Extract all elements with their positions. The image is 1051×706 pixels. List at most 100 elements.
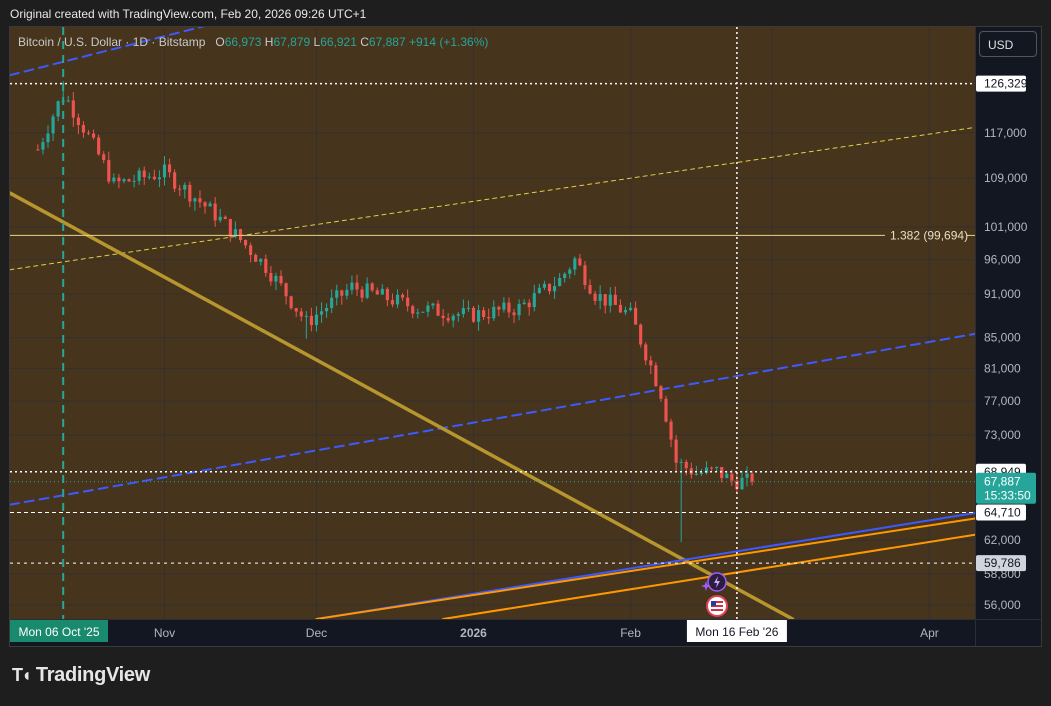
candle-body: [735, 480, 739, 490]
candle-body: [380, 288, 384, 295]
lightning-event-icon[interactable]: [707, 572, 727, 592]
candle-body: [56, 101, 60, 117]
candle-body: [218, 216, 222, 221]
sparkle-icon: [701, 581, 711, 591]
candle-body: [730, 473, 734, 481]
candle-body: [340, 290, 344, 296]
event-icons: [701, 572, 728, 617]
candle-body: [725, 473, 729, 479]
candle-body: [157, 177, 162, 180]
candle-body: [360, 289, 364, 298]
candle-body: [76, 117, 80, 126]
candle-body: [411, 306, 415, 314]
candle-body: [699, 472, 704, 474]
candle-body: [92, 133, 96, 138]
tradingview-logo[interactable]: T◖ TradingView: [12, 664, 150, 687]
candle-body: [406, 297, 410, 307]
candle-body: [385, 288, 389, 301]
price-label-bg: [976, 504, 1026, 521]
close-label: C: [360, 35, 369, 49]
candle-body: [335, 290, 339, 298]
candle-body: [456, 314, 460, 316]
ohlc-legend: Bitcoin / U.S. Dollar · 1D · Bitstamp O6…: [18, 35, 488, 49]
candle-body: [395, 294, 400, 305]
candle-body: [203, 202, 207, 207]
candle-body: [370, 283, 374, 291]
candle-body: [482, 310, 486, 318]
candle-body: [507, 302, 511, 313]
chart-frame[interactable]: 1.382 (99,694) 117,000 109,000 101,000 96,0…: [9, 26, 1042, 647]
price-label: 126,329: [984, 77, 1028, 91]
candle-body: [350, 282, 354, 290]
candle-body: [213, 203, 217, 221]
candle-body: [390, 300, 395, 305]
candle-body: [325, 307, 329, 312]
candle-body: [416, 312, 420, 314]
price-chart[interactable]: 1.382 (99,694) 117,000 109,000 101,000 96,0…: [10, 27, 1041, 646]
candle-body: [152, 176, 156, 180]
candle-body: [137, 170, 141, 181]
candle-body: [188, 184, 192, 202]
candle-body: [178, 188, 182, 190]
highlight-date-tag-bg: [10, 620, 108, 642]
candle-body: [639, 324, 643, 345]
candle-body: [345, 289, 349, 296]
candle-body: [330, 297, 334, 308]
tradingview-mark-icon: T◖: [12, 665, 32, 685]
candle-body: [117, 177, 121, 182]
candle-body: [471, 307, 476, 322]
candle-body: [532, 293, 536, 308]
currency-button[interactable]: USD: [979, 31, 1037, 57]
highlight-zone: [10, 27, 975, 619]
candle-body: [674, 439, 678, 463]
price-label-bg: [976, 75, 1026, 92]
symbol-label[interactable]: Bitcoin / U.S. Dollar · 1D · Bitstamp: [18, 35, 206, 49]
candle-body: [51, 116, 55, 134]
candle-body: [81, 125, 86, 133]
time-tick-label: Apr: [920, 626, 939, 640]
us-flag-event-icon[interactable]: [706, 595, 728, 617]
high-label: H: [264, 35, 274, 49]
candle-body: [669, 421, 673, 440]
candle-body: [441, 315, 445, 319]
price-tick-label: 81,000: [984, 362, 1021, 376]
price-tick-label: 56,000: [984, 598, 1021, 612]
candle-body: [314, 314, 319, 326]
candle-body: [436, 303, 440, 316]
low-value: 66,921: [320, 35, 357, 49]
candle-body: [431, 303, 435, 306]
candle-body: [299, 311, 303, 317]
candle-body: [527, 302, 531, 308]
candle-body: [679, 461, 683, 463]
candle-body: [715, 466, 719, 468]
candle-body: [608, 294, 612, 306]
candle-body: [750, 473, 754, 482]
highlight-date-tag: Mon 06 Oct '25: [19, 625, 100, 639]
upper-channel-dashed-line: [10, 27, 205, 77]
candle-body: [401, 294, 405, 298]
candle-body: [492, 306, 496, 319]
mid-channel-dashed-line: [10, 332, 975, 506]
candle-body: [466, 307, 471, 309]
candle-body: [167, 164, 172, 173]
time-tick-label: 2026: [460, 626, 487, 640]
candle-body: [66, 100, 70, 102]
yellow-dashed-trendline: [10, 126, 975, 271]
candle-body: [613, 294, 617, 305]
candle-body: [487, 317, 491, 319]
candle-body: [476, 310, 481, 322]
fib-level-label: 1.382 (99,694): [890, 228, 968, 242]
candle-body: [233, 229, 237, 237]
price-axis-panel[interactable]: [976, 27, 1041, 646]
candle-body: [537, 287, 541, 294]
candle-body: [238, 229, 243, 240]
candle-body: [694, 473, 698, 475]
time-tick-label: Nov: [154, 626, 175, 640]
price-tick-label: 77,000: [984, 394, 1021, 408]
candle-body: [365, 283, 369, 298]
close-value: 67,887: [368, 35, 406, 49]
candle-body: [127, 179, 131, 182]
candle-body: [446, 318, 450, 321]
candle-body: [745, 473, 749, 478]
